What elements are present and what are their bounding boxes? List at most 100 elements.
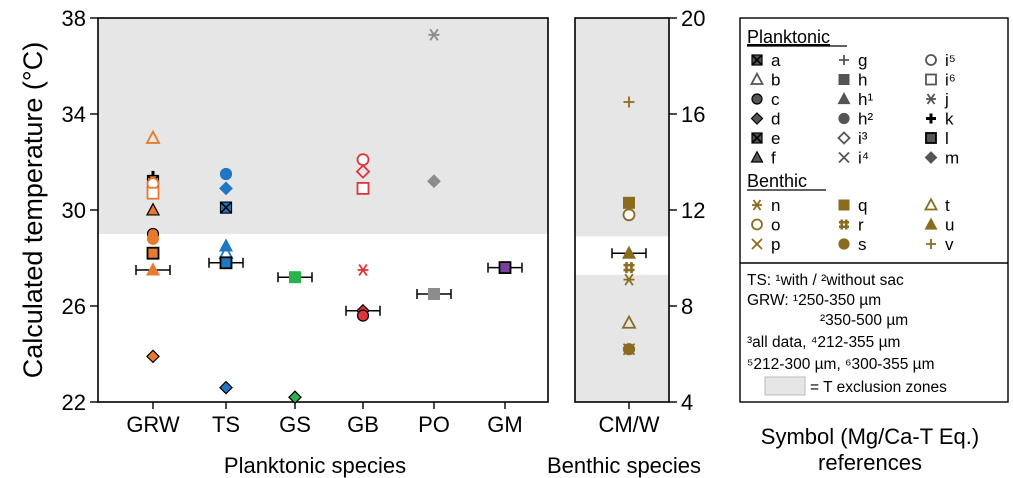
- y-tick-label: 4: [681, 390, 693, 415]
- data-point-x-square: [219, 201, 233, 214]
- legend-note-all-data: ³all data, ⁴212-355 µm: [747, 334, 900, 351]
- legend-symbol-open-triangle-icon: [923, 197, 939, 211]
- legend-symbol-filled-diamond-icon: [924, 151, 938, 164]
- legend-label: h: [858, 71, 867, 90]
- legend-caption-line2: references: [818, 450, 922, 475]
- legend-label: u: [945, 216, 954, 235]
- legend-label: i⁵: [945, 51, 956, 70]
- legend-label: j: [944, 90, 949, 109]
- legend-symbol-asterisk-icon: [752, 199, 762, 211]
- legend-symbol-filled-x-square-icon: [751, 54, 763, 66]
- legend-label: i⁴: [858, 149, 869, 168]
- legend-label: p: [771, 235, 780, 254]
- data-point-grid-square: [623, 262, 635, 274]
- x-tick-label: GRW: [126, 412, 180, 437]
- exclusion-zone: [575, 274, 669, 402]
- legend-label: c: [771, 90, 780, 109]
- data-point-filled-circle: [219, 167, 233, 181]
- legend-symbol-filled-triangle-icon: [837, 91, 851, 105]
- benthic-points: [611, 96, 647, 356]
- benthic-exclusion-zones: [575, 18, 669, 402]
- legend-symbol-filled-square-icon: [838, 74, 850, 85]
- x-tick-label: GM: [487, 412, 522, 437]
- data-point-open-circle: [356, 153, 370, 167]
- x-tick-label: TS: [212, 412, 240, 437]
- y-tick-label: 8: [681, 294, 693, 319]
- legend-symbol-open-diamond-icon: [837, 131, 851, 145]
- planktonic-y-axis: 22 26 30 34 38: [62, 6, 98, 415]
- legend-label: o: [771, 216, 780, 235]
- legend-symbol-plus-icon: [926, 239, 936, 249]
- planktonic-x-label: Planktonic species: [224, 453, 406, 478]
- data-point-filled-square-outlined: [219, 256, 233, 270]
- legend-symbol-filled-triangle-icon: [924, 217, 938, 230]
- legend-label: h²: [858, 110, 873, 129]
- data-point-filled-circle: [622, 343, 636, 356]
- exclusion-zone: [98, 18, 548, 234]
- planktonic-x-axis: GRW TS GS GB PO GM: [126, 402, 523, 437]
- legend-symbol-filled-circle-icon: [838, 238, 850, 250]
- legend-label: n: [771, 196, 780, 215]
- legend-label: a: [771, 51, 781, 70]
- legend-label: b: [771, 71, 780, 90]
- legend-label: t: [945, 196, 950, 215]
- legend-symbol-filled-square-icon: [838, 199, 850, 211]
- data-point-filled-circle: [356, 309, 370, 322]
- data-point-open-triangle: [621, 314, 637, 329]
- data-point-open-square: [356, 181, 370, 195]
- legend-label: k: [945, 110, 954, 129]
- legend-note-grw: GRW: ¹250-350 µm: [747, 292, 881, 309]
- legend-label: d: [771, 110, 780, 129]
- data-point-filled-square: [428, 288, 440, 300]
- y-tick-label: 22: [62, 390, 86, 415]
- x-tick-label: GB: [347, 412, 379, 437]
- y-tick-label: 38: [62, 6, 86, 31]
- y-tick-label: 20: [681, 6, 705, 31]
- legend-caption-line1: Symbol (Mg/Ca-T Eq.): [761, 424, 979, 449]
- benthic-x-label: Benthic species: [547, 453, 701, 478]
- legend-label: m: [945, 149, 959, 168]
- y-tick-label: 30: [62, 198, 86, 223]
- legend-symbol-open-circle-icon: [751, 218, 763, 231]
- legend-symbol-filled-square-outlined-icon: [925, 132, 937, 144]
- x-tick-label: CM/W: [598, 412, 659, 437]
- legend-label: r: [858, 216, 864, 235]
- legend-label: v: [945, 235, 954, 254]
- legend-symbol-open-triangle-icon: [749, 71, 765, 85]
- y-tick-label: 34: [62, 102, 86, 127]
- legend-symbol-cross-icon: [838, 151, 850, 164]
- legend-label: f: [771, 149, 776, 168]
- legend-box: [739, 17, 1009, 403]
- planktonic-points: [135, 28, 523, 405]
- data-point-open-triangle: [145, 129, 161, 144]
- legend-note-sizes: ⁵212-300 µm, ⁶300-355 µm: [747, 356, 934, 373]
- legend-note-exclusion: = T exclusion zones: [810, 379, 947, 396]
- data-point-filled-square-outlined: [498, 261, 512, 275]
- legend-label: s: [858, 235, 867, 254]
- data-point-asterisk: [357, 263, 369, 277]
- legend-symbol-filled-diamond-icon: [750, 112, 764, 125]
- data-point-plus: [623, 96, 635, 108]
- legend-symbol-plus-icon: [839, 55, 849, 65]
- data-point-open-diamond: [355, 164, 371, 179]
- data-point-filled-square: [623, 196, 635, 209]
- legend-symbol-grid-square-icon: [839, 219, 849, 230]
- y-tick-label: 26: [62, 294, 86, 319]
- legend-label: e: [771, 129, 780, 148]
- planktonic-exclusion-zones: [98, 18, 548, 234]
- x-tick-label: PO: [418, 412, 450, 437]
- data-point-filled-circle: [146, 232, 160, 245]
- legend-symbol-bold-plus-icon: [926, 113, 936, 124]
- legend-symbol-cross-icon: [751, 238, 763, 250]
- data-point-filled-diamond: [427, 174, 441, 189]
- data-point-asterisk: [428, 28, 440, 41]
- legend-label: h¹: [858, 90, 873, 109]
- benthic-y-axis: 4 8 12 16 20: [669, 6, 705, 415]
- legend-planktonic-items: a g i⁵ b h i⁶ c h¹ j d h² k e i³ l f i⁴ m: [749, 51, 959, 168]
- legend-symbol-open-square-icon: [925, 73, 937, 86]
- legend-symbol-filled-triangle-icon: [750, 150, 764, 163]
- legend-heading-benthic: Benthic: [747, 171, 807, 191]
- data-point-filled-diamond: [219, 181, 233, 196]
- legend-exclusion-swatch: [764, 376, 806, 396]
